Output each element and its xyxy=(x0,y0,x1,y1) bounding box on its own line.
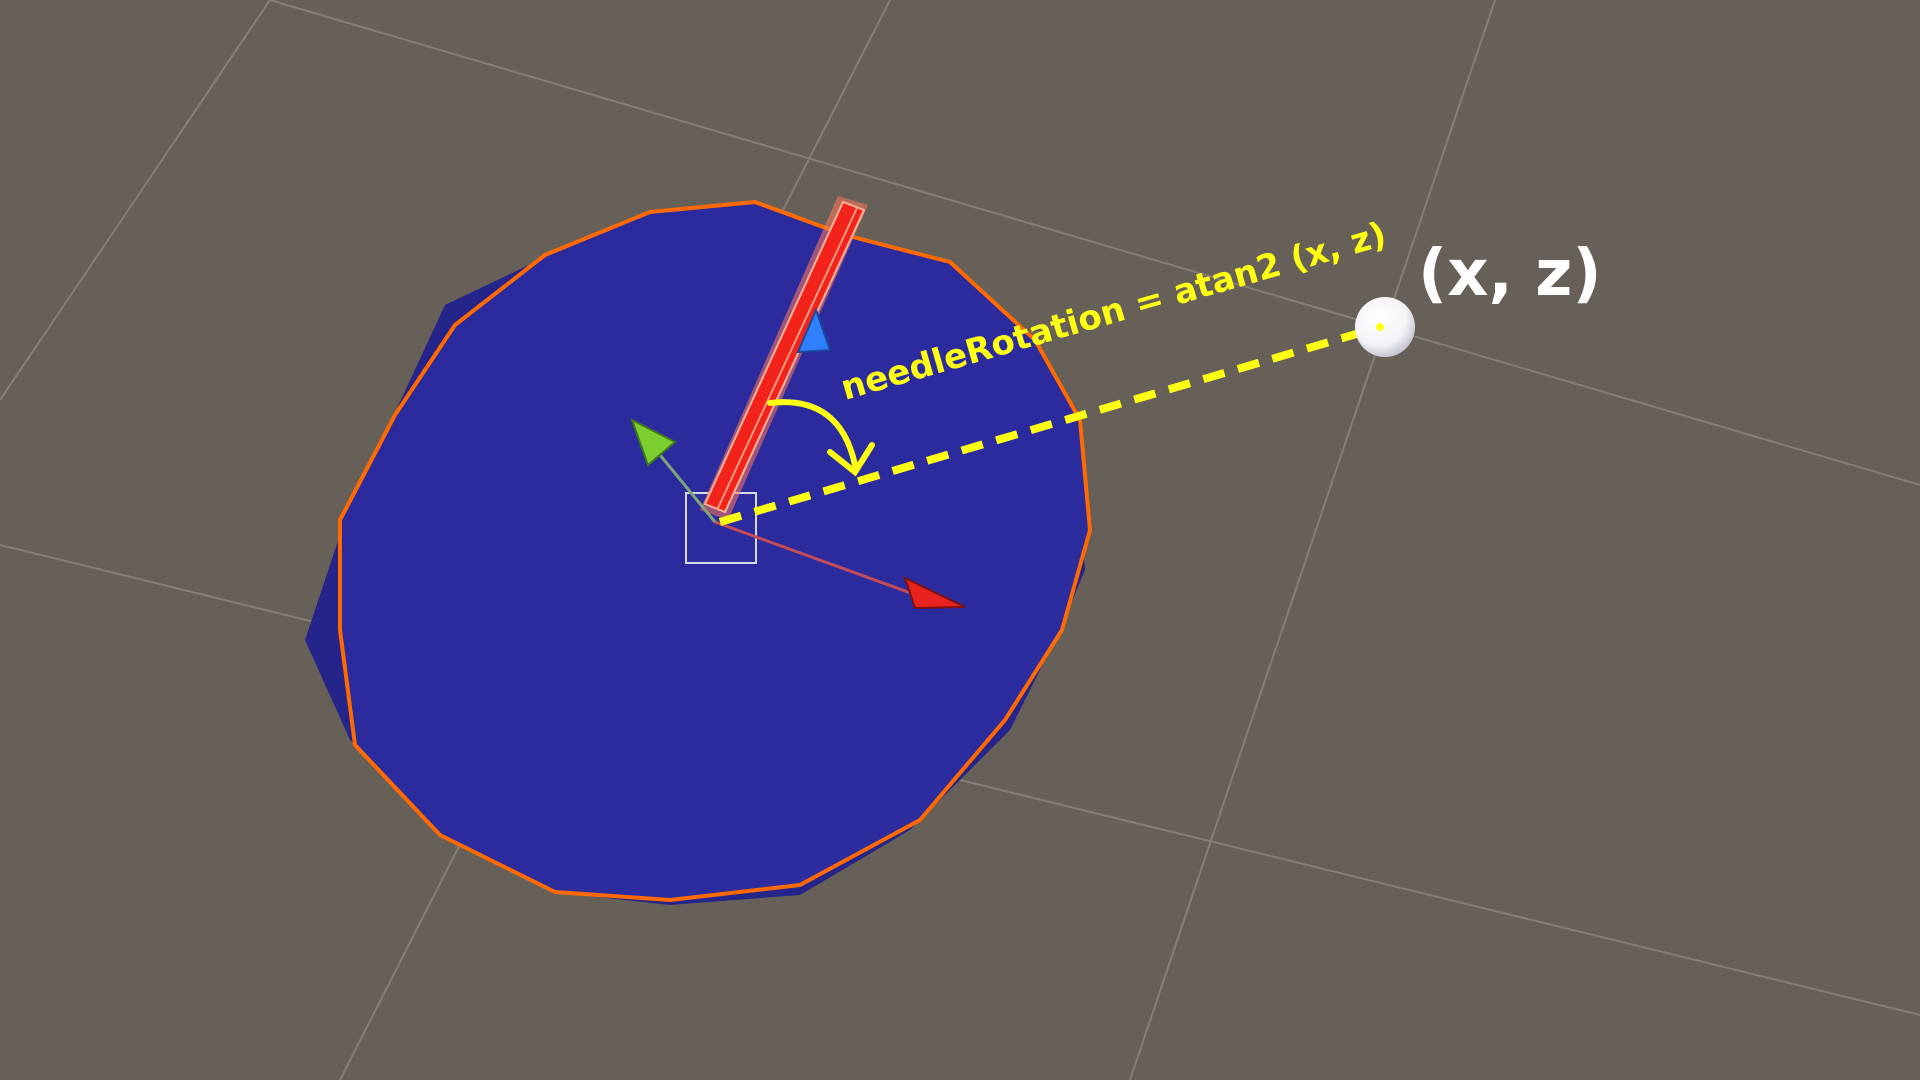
target-point-label: (x, z) xyxy=(1418,237,1602,311)
disc-surface xyxy=(338,200,1092,902)
target-sphere xyxy=(1355,297,1415,357)
gizmo-y-axis xyxy=(658,454,717,523)
target-center xyxy=(1376,323,1384,331)
gizmo-x-arrow-icon[interactable] xyxy=(903,576,966,610)
direction-guide-line xyxy=(718,323,1382,526)
compass-needle[interactable] xyxy=(700,196,868,520)
needle-edge xyxy=(716,207,858,511)
gizmo-z-arrow-icon[interactable] xyxy=(796,307,832,354)
gizmo-x-axis xyxy=(714,520,931,602)
curved-arrow-icon xyxy=(767,399,875,477)
transform-gizmo-icon[interactable] xyxy=(630,307,966,610)
white-sphere-icon[interactable] xyxy=(1355,297,1415,357)
gizmo-y-arrow-icon[interactable] xyxy=(630,417,677,467)
compass-disc[interactable] xyxy=(305,200,1092,905)
